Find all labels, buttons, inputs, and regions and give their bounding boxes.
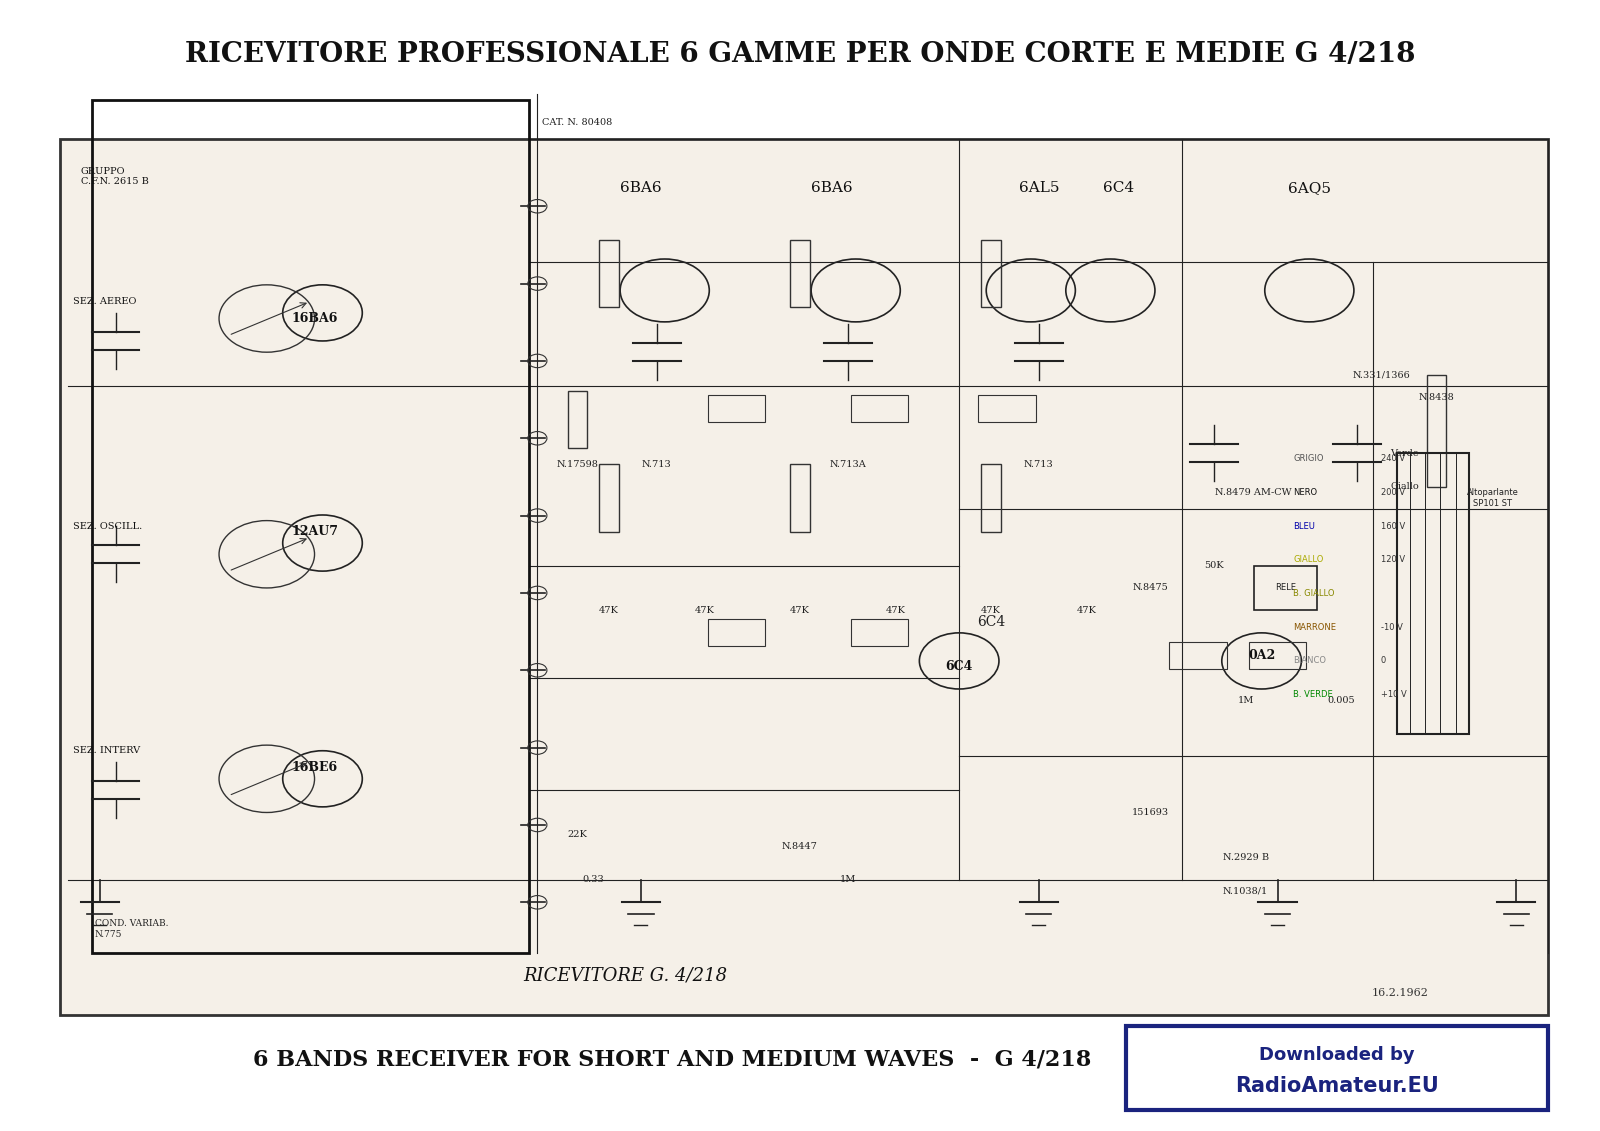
Text: 0.33: 0.33: [582, 875, 603, 884]
Bar: [981, 465, 1000, 532]
Text: 1M: 1M: [1237, 696, 1254, 705]
Bar: [851, 395, 909, 422]
Text: MARRONE: MARRONE: [1293, 623, 1336, 632]
Text: -10 V: -10 V: [1381, 623, 1403, 632]
Text: B. VERDE: B. VERDE: [1293, 690, 1333, 699]
Text: 50K: 50K: [1205, 561, 1224, 570]
Bar: [707, 620, 765, 646]
Text: SEZ. INTERV: SEZ. INTERV: [72, 746, 139, 756]
Bar: [1254, 566, 1317, 611]
Text: 1M: 1M: [840, 875, 856, 884]
Text: 0A2: 0A2: [1248, 649, 1275, 662]
Text: 47K: 47K: [981, 606, 1002, 615]
Text: 6C4: 6C4: [1102, 181, 1134, 195]
Text: 16BA6: 16BA6: [291, 312, 338, 325]
Text: CAT. N. 80408: CAT. N. 80408: [542, 118, 613, 127]
Text: GRIGIO: GRIGIO: [1293, 455, 1323, 464]
Text: +10 V: +10 V: [1381, 690, 1406, 699]
Text: COND. VARIAB.
N.775: COND. VARIAB. N.775: [94, 920, 168, 939]
Bar: [978, 395, 1035, 422]
Bar: [1250, 641, 1306, 668]
Text: RELE: RELE: [1275, 584, 1296, 593]
Text: 160 V: 160 V: [1381, 521, 1405, 530]
Text: RICEVITORE G. 4/218: RICEVITORE G. 4/218: [523, 966, 726, 984]
Text: N.331/1366: N.331/1366: [1352, 370, 1410, 379]
Text: 16BE6: 16BE6: [291, 761, 338, 774]
Text: BIANCO: BIANCO: [1293, 656, 1326, 665]
Text: 6AL5: 6AL5: [1019, 181, 1059, 195]
Text: Downloaded by: Downloaded by: [1259, 1046, 1414, 1064]
Text: N.1038/1: N.1038/1: [1222, 887, 1269, 896]
Text: 12AU7: 12AU7: [291, 525, 338, 538]
Text: RadioAmateur.EU: RadioAmateur.EU: [1235, 1077, 1438, 1096]
Bar: [568, 391, 587, 448]
Text: 6AQ5: 6AQ5: [1288, 181, 1331, 195]
FancyBboxPatch shape: [1126, 1026, 1549, 1110]
Bar: [1397, 454, 1469, 734]
Text: 200 V: 200 V: [1381, 489, 1405, 497]
Text: GIALLO: GIALLO: [1293, 555, 1323, 564]
Bar: [1170, 641, 1227, 668]
Bar: [790, 240, 810, 308]
Text: 47K: 47K: [598, 606, 619, 615]
Text: N.17598: N.17598: [557, 460, 598, 469]
Text: 6BA6: 6BA6: [811, 181, 853, 195]
Text: 6 BANDS RECEIVER FOR SHORT AND MEDIUM WAVES  -  G 4/218: 6 BANDS RECEIVER FOR SHORT AND MEDIUM WA…: [253, 1048, 1091, 1070]
Bar: [851, 620, 909, 646]
Bar: [790, 465, 810, 532]
Bar: [600, 465, 619, 532]
Text: N.8447: N.8447: [782, 841, 818, 851]
Text: 47K: 47K: [1077, 606, 1096, 615]
Text: GRUPPO
C.F.N. 2615 B: GRUPPO C.F.N. 2615 B: [80, 167, 149, 187]
Bar: [981, 240, 1000, 308]
Text: Verde: Verde: [1390, 449, 1419, 458]
Text: RICEVITORE PROFESSIONALE 6 GAMME PER ONDE CORTE E MEDIE G 4/218: RICEVITORE PROFESSIONALE 6 GAMME PER OND…: [184, 41, 1416, 68]
Text: 120 V: 120 V: [1381, 555, 1405, 564]
Text: 6BA6: 6BA6: [621, 181, 662, 195]
Text: NERO: NERO: [1293, 489, 1317, 497]
Text: N.8438: N.8438: [1419, 392, 1454, 402]
Text: Giallo: Giallo: [1390, 483, 1419, 491]
Text: 16.2.1962: 16.2.1962: [1371, 987, 1429, 998]
Text: N.713A: N.713A: [829, 460, 866, 469]
Text: 47K: 47K: [790, 606, 810, 615]
Bar: [59, 139, 1549, 1015]
Bar: [707, 395, 765, 422]
Text: BLEU: BLEU: [1293, 521, 1315, 530]
Text: Altoparlante
SP101 ST: Altoparlante SP101 ST: [1467, 489, 1518, 508]
Text: SEZ. AEREO: SEZ. AEREO: [72, 297, 136, 307]
Text: 6C4: 6C4: [978, 614, 1005, 629]
Text: 0: 0: [1381, 656, 1386, 665]
Text: N.2929 B: N.2929 B: [1222, 853, 1269, 862]
Text: N.8479 AM-CW: N.8479 AM-CW: [1216, 489, 1291, 497]
Bar: [1427, 374, 1446, 487]
Text: SEZ. OSCILL.: SEZ. OSCILL.: [72, 521, 142, 530]
Bar: [600, 240, 619, 308]
Text: 240 V: 240 V: [1381, 455, 1405, 464]
Text: 0.005: 0.005: [1328, 696, 1355, 705]
Text: N.713: N.713: [1024, 460, 1054, 469]
Text: N.713: N.713: [642, 460, 672, 469]
Text: B. GIALLO: B. GIALLO: [1293, 589, 1334, 598]
Text: 6C4: 6C4: [946, 661, 973, 673]
Bar: [91, 100, 530, 952]
Text: 151693: 151693: [1131, 808, 1168, 817]
Text: 47K: 47K: [694, 606, 715, 615]
Text: N.8475: N.8475: [1133, 584, 1168, 593]
Text: 22K: 22K: [568, 830, 587, 839]
Text: 47K: 47K: [885, 606, 906, 615]
